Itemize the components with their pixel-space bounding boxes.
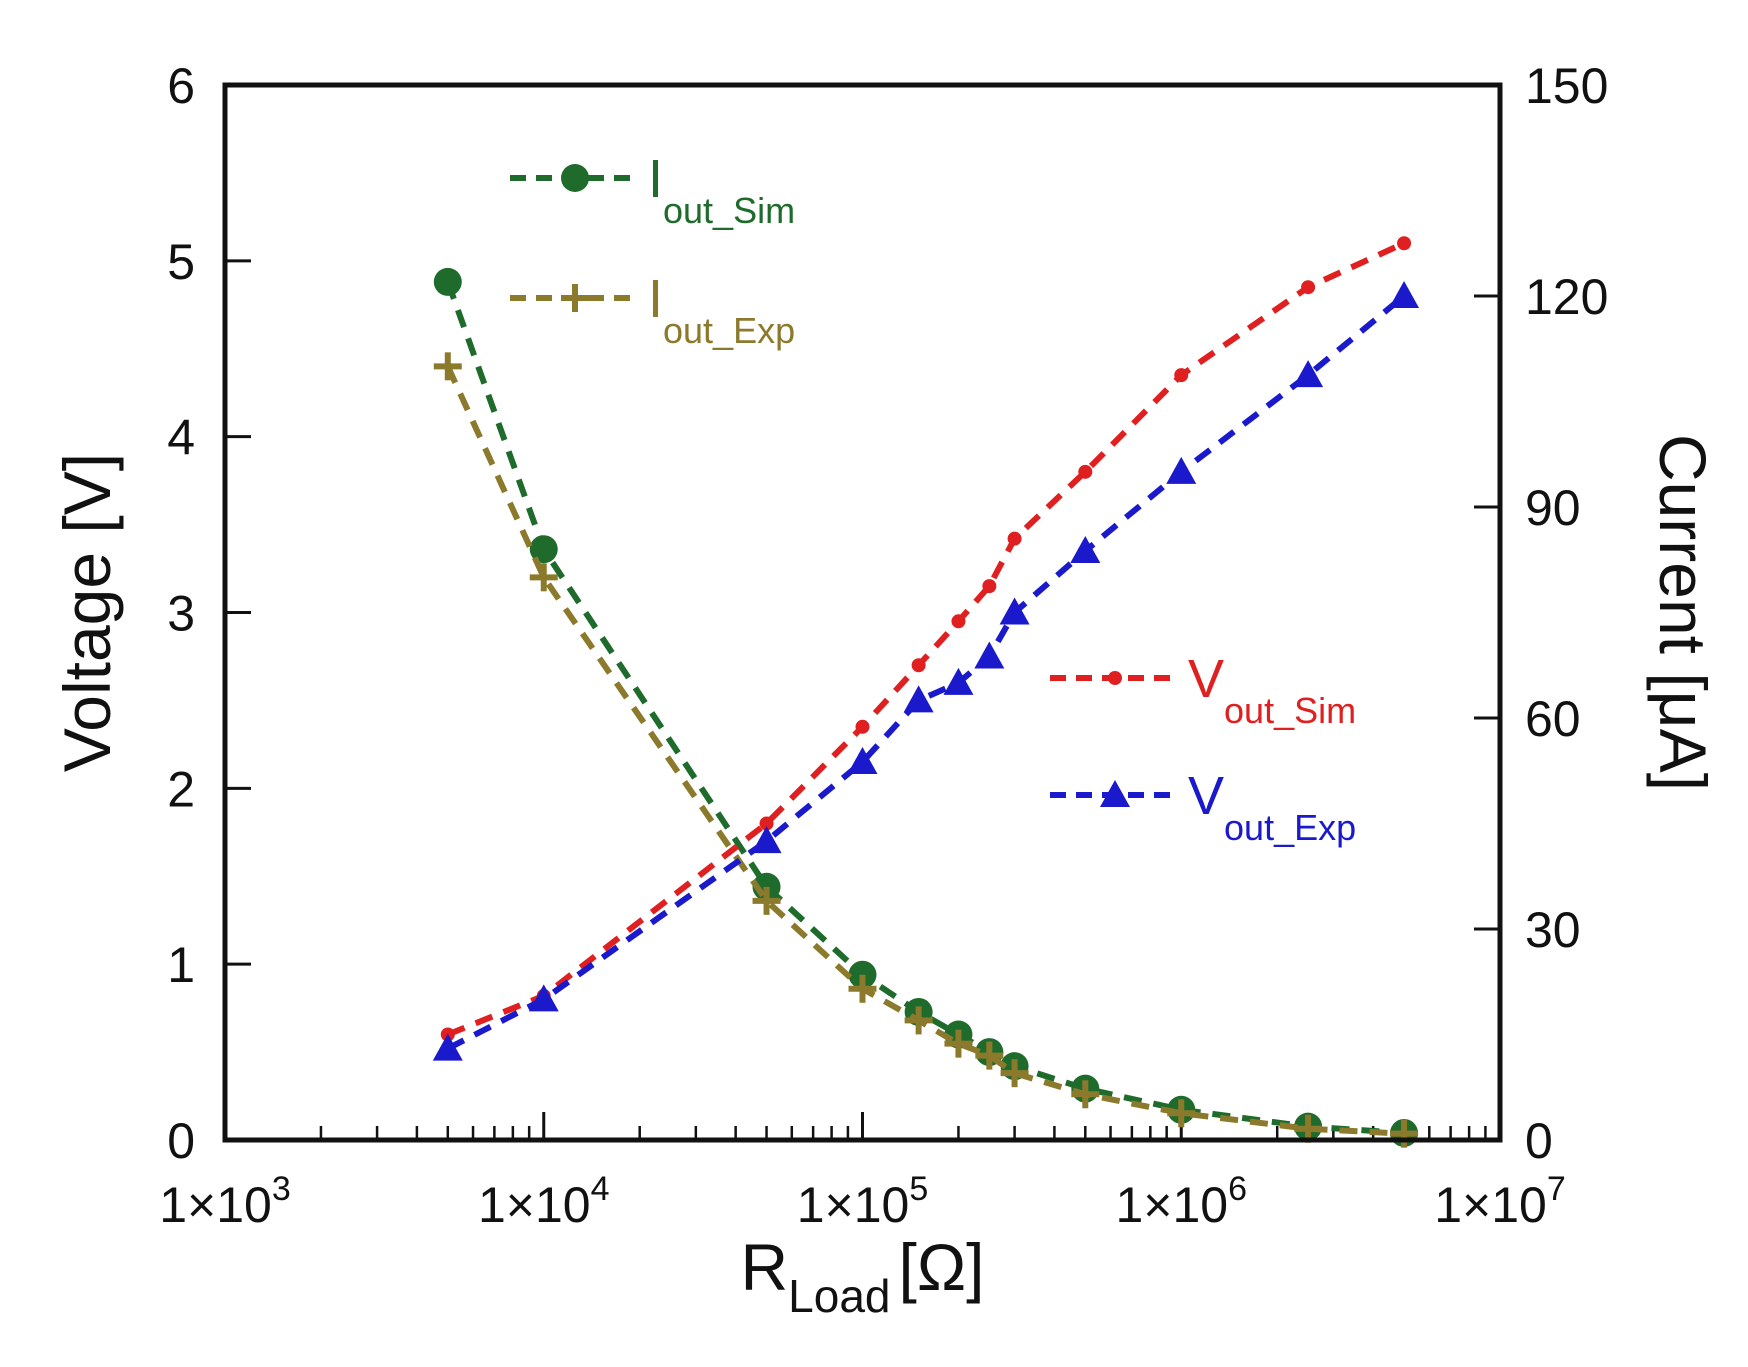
right-y-tick-label: 0 [1525,1113,1553,1169]
data-point [751,826,782,854]
data-point [999,597,1030,625]
data-point [529,563,558,592]
axis-titles: RLoad [Ω] Voltage [V] Current [μA] [50,434,1720,1322]
data-point [951,614,966,629]
series-i-out-exp [433,352,1419,1148]
right-y-tick-label: 90 [1525,480,1581,536]
series-line [445,365,1405,1137]
right-y-tick-label: 150 [1525,58,1608,114]
data-point [1007,531,1022,546]
data-point [1301,280,1316,295]
left-y-tick-label: 3 [167,586,195,642]
data-point [1389,281,1420,308]
plot-frame [222,82,1503,1143]
data-point [847,746,878,774]
data-point [1000,1059,1029,1088]
x-axis-title: RLoad [Ω] [740,1230,984,1322]
right-axis-title: Current [μA] [1646,434,1720,791]
left-axis-title: Voltage [V] [50,453,124,772]
legend-item: Iout_Exp [510,269,795,351]
data-point [943,667,974,695]
legend-label: Iout_Sim [648,149,795,231]
x-tick-label: 1×106 [1115,1170,1247,1233]
series-v-out-exp [432,281,1420,1061]
left-y-tick-label: 1 [167,937,195,993]
data-point [855,719,870,734]
data-point [911,658,926,673]
left-y-tick-label: 2 [167,761,195,817]
x-tick-label: 1×104 [478,1170,610,1233]
legend-label: Vout_Exp [1188,766,1356,848]
data-point [903,685,934,713]
left-y-tick-label: 5 [167,234,195,290]
left-y-tick-label: 4 [167,410,195,466]
data-point [528,984,559,1012]
data-point [1390,1119,1419,1148]
data-point [433,352,462,381]
data-point [1397,236,1412,251]
right-y-tick-label: 60 [1525,691,1581,747]
data-point [848,974,877,1003]
x-axis-title-main: R [740,1230,788,1304]
x-axis-title-unit: [Ω] [899,1230,985,1304]
data-point [1078,464,1093,479]
data-point [1070,535,1101,563]
right-y-tick-label: 120 [1525,269,1608,325]
data-point [752,886,781,915]
left-y-tick-label: 6 [167,58,195,114]
series-i-out-sim [433,267,1419,1147]
left-y-tick-label: 0 [167,1113,195,1169]
data-point [1293,360,1324,388]
legend-label: Iout_Exp [648,269,795,351]
data-point [529,535,558,564]
data-point [975,1041,1004,1070]
legend: Iout_Sim Iout_Exp Vout_Sim Vout_Exp [510,149,1356,848]
data-point [433,267,462,296]
data-point [848,960,877,989]
data-point [974,641,1005,669]
data-point [1174,368,1189,383]
legend-marker [561,164,589,192]
legend-marker [561,284,589,312]
legend-marker [1108,671,1122,685]
data-point [904,1006,933,1035]
data-point [1167,1099,1196,1128]
labels-layer: 1×103 1×104 1×105 1×106 1×107012345603060901… [159,58,1608,1233]
legend-item: Iout_Sim [510,149,795,231]
data-point [982,579,997,594]
legend-marker [1100,780,1130,807]
data-point [1166,456,1197,484]
x-tick-label: 1×107 [1434,1170,1566,1233]
legend-label: Vout_Sim [1188,649,1356,731]
legend-item: Vout_Sim [1050,649,1356,731]
x-tick-label: 1×105 [797,1170,929,1233]
x-tick-label: 1×103 [159,1170,291,1233]
data-point [944,1029,973,1058]
series-line [446,240,1406,1038]
data-point [432,1033,463,1061]
x-axis-title-sub: Load [788,1270,890,1322]
data-point [759,816,774,831]
legend-item: Vout_Exp [1050,766,1356,848]
series-layer [432,236,1420,1148]
series-line [446,293,1406,1052]
right-y-tick-label: 30 [1525,902,1581,958]
data-point [1071,1080,1100,1109]
